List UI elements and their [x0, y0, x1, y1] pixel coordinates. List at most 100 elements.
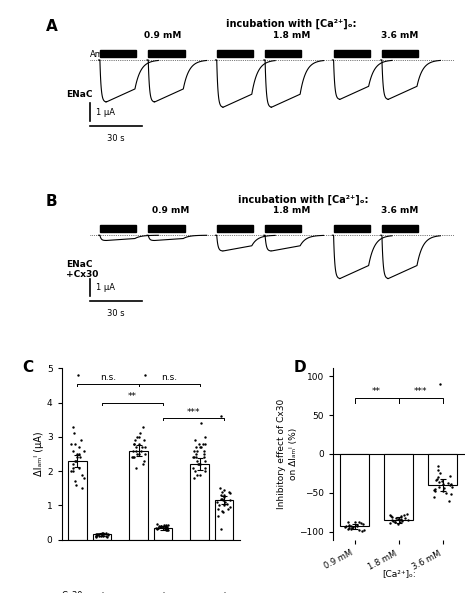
Point [192, 452, 200, 462]
Point [138, 442, 146, 452]
Text: n.s.: n.s. [161, 374, 177, 382]
Point [139, 460, 147, 469]
Point [69, 422, 77, 431]
Point [200, 446, 208, 455]
Point [220, 500, 228, 510]
Point [191, 452, 198, 462]
Point [155, 521, 163, 531]
Text: D: D [293, 360, 306, 375]
Point [79, 483, 86, 493]
Point [135, 432, 143, 442]
Point [442, 488, 449, 498]
Point [190, 473, 198, 483]
Point [350, 522, 357, 532]
Text: ENaC
+Cx30: ENaC +Cx30 [65, 260, 98, 279]
Bar [384, 454, 413, 520]
Point [214, 504, 222, 514]
Point [74, 371, 82, 380]
Point [141, 371, 149, 380]
Point [436, 468, 444, 478]
Point [71, 456, 79, 466]
Point [72, 456, 80, 466]
Point [132, 442, 140, 452]
Point [227, 502, 234, 512]
Point [220, 492, 228, 502]
Point [192, 442, 200, 452]
Point [136, 429, 144, 438]
Point [403, 509, 411, 519]
Point [159, 522, 166, 532]
Point [218, 506, 225, 515]
Point [397, 517, 404, 527]
Point [199, 439, 207, 448]
Point [222, 497, 229, 506]
Point [92, 531, 100, 540]
Text: **: ** [372, 387, 381, 396]
Point [360, 525, 368, 534]
Point [100, 529, 107, 538]
Point [70, 429, 77, 438]
Point [69, 463, 77, 473]
Point [132, 446, 139, 455]
Text: -: - [137, 591, 140, 593]
Text: Ami: Ami [90, 50, 106, 59]
Point [75, 449, 82, 459]
Text: ***: *** [414, 387, 428, 396]
Point [217, 490, 224, 500]
Point [437, 379, 444, 388]
Point [395, 514, 403, 524]
FancyBboxPatch shape [148, 50, 184, 57]
Point [156, 522, 164, 531]
Point [75, 442, 82, 452]
Point [431, 484, 439, 494]
Point [100, 531, 107, 541]
Point [225, 487, 233, 496]
Point [391, 518, 399, 527]
Text: [Ca²⁺]ₒ:: [Ca²⁺]ₒ: [382, 569, 416, 578]
Point [401, 513, 409, 522]
Point [216, 483, 224, 493]
Point [447, 480, 455, 489]
Point [342, 522, 350, 531]
Point [386, 518, 394, 528]
Point [140, 456, 148, 466]
Text: 30 s: 30 s [107, 134, 125, 143]
Point [162, 521, 170, 531]
Bar [215, 500, 233, 540]
Text: 1.8 mM: 1.8 mM [273, 31, 310, 40]
Point [218, 494, 226, 503]
Text: incubation with [Ca²⁺]ₒ:: incubation with [Ca²⁺]ₒ: [226, 19, 356, 30]
Text: n.s.: n.s. [100, 374, 116, 382]
Point [198, 419, 205, 428]
Point [389, 512, 396, 522]
Point [102, 528, 110, 537]
Text: C: C [22, 360, 34, 375]
Point [92, 529, 100, 538]
Point [342, 522, 349, 532]
Point [201, 463, 209, 473]
Point [196, 442, 203, 452]
FancyBboxPatch shape [100, 50, 136, 57]
FancyBboxPatch shape [100, 225, 136, 232]
Point [164, 520, 172, 530]
Text: incubation with [Ca²⁺]ₒ:: incubation with [Ca²⁺]ₒ: [238, 195, 369, 205]
Text: 1.8 mM: 1.8 mM [273, 206, 310, 215]
Text: +: + [98, 591, 106, 593]
Point [141, 449, 148, 459]
Point [433, 474, 440, 484]
Point [433, 475, 440, 484]
Point [200, 449, 208, 459]
Point [196, 460, 203, 469]
Point [135, 449, 143, 459]
Point [128, 452, 136, 462]
Text: 30 s: 30 s [107, 309, 125, 318]
Point [97, 531, 105, 541]
Point [191, 466, 199, 476]
Point [220, 485, 228, 495]
FancyBboxPatch shape [382, 50, 418, 57]
Point [193, 470, 201, 479]
Point [386, 511, 394, 520]
Point [431, 486, 438, 495]
Point [438, 477, 446, 486]
Text: ENaC: ENaC [65, 90, 92, 98]
